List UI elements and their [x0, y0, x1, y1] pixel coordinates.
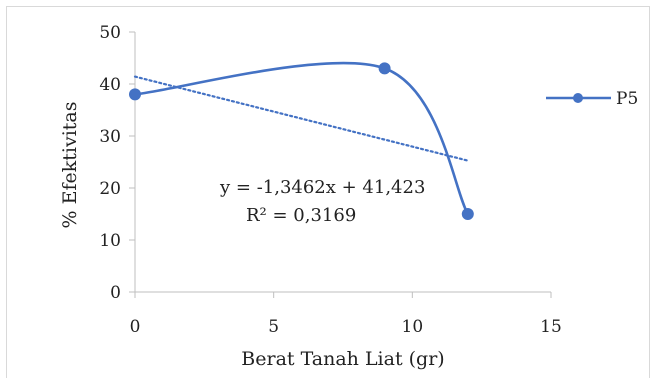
x-tick-label: 0	[130, 317, 141, 337]
trendline-path	[133, 75, 469, 162]
data-point-p5	[129, 88, 141, 101]
x-tick-label: 5	[268, 317, 279, 337]
y-axis-title: % Efektivitas	[59, 102, 81, 229]
legend: P5	[546, 89, 638, 109]
x-axis-title: Berat Tanah Liat (gr)	[241, 348, 444, 370]
series-p5	[129, 61, 474, 220]
y-axis: 0 10 20 30 40 50	[99, 23, 136, 303]
y-tick-label: 50	[99, 23, 121, 43]
y-tick-label: 40	[99, 75, 121, 95]
y-tick-label: 30	[99, 127, 121, 147]
y-tick-label: 10	[99, 231, 121, 251]
y-tick-label: 20	[99, 179, 121, 199]
legend-label-p5: P5	[616, 89, 638, 109]
trendline-equation: y = -1,3462x + 41,423	[219, 177, 425, 198]
x-tick-label: 15	[540, 317, 562, 337]
trendline	[133, 75, 469, 162]
y-tick-label: 0	[110, 283, 121, 303]
data-point-p5	[378, 62, 391, 75]
x-axis: 0 5 10 15	[130, 291, 562, 337]
trendline-r-squared: R² = 0,3169	[246, 205, 356, 226]
legend-marker-p5	[573, 93, 583, 103]
x-tick-label: 10	[402, 317, 424, 337]
chart-frame	[6, 6, 650, 378]
data-point-p5	[461, 208, 474, 220]
